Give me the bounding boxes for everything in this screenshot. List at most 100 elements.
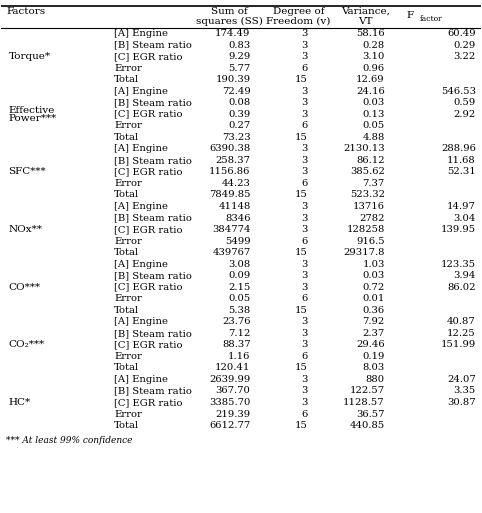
Text: 1156.86: 1156.86 xyxy=(209,167,251,176)
Text: 0.72: 0.72 xyxy=(362,283,385,292)
Text: 3: 3 xyxy=(302,52,308,61)
Text: Total: Total xyxy=(114,363,139,372)
Text: 6612.77: 6612.77 xyxy=(209,421,251,430)
Text: 3385.70: 3385.70 xyxy=(209,398,251,407)
Text: 52.31: 52.31 xyxy=(447,167,476,176)
Text: 6: 6 xyxy=(302,352,308,361)
Text: 916.5: 916.5 xyxy=(356,236,385,246)
Text: 0.96: 0.96 xyxy=(362,64,385,73)
Text: 8.03: 8.03 xyxy=(362,363,385,372)
Text: 15: 15 xyxy=(295,363,308,372)
Text: 3: 3 xyxy=(302,271,308,280)
Text: 3.22: 3.22 xyxy=(454,52,476,61)
Text: 3: 3 xyxy=(302,167,308,176)
Text: 12.25: 12.25 xyxy=(447,329,476,338)
Text: 139.95: 139.95 xyxy=(441,225,476,234)
Text: 190.39: 190.39 xyxy=(215,75,251,84)
Text: 3: 3 xyxy=(302,87,308,96)
Text: 0.03: 0.03 xyxy=(362,98,385,107)
Text: [B] Steam ratio: [B] Steam ratio xyxy=(114,98,192,107)
Text: Effective: Effective xyxy=(9,106,55,115)
Text: 23.76: 23.76 xyxy=(222,318,251,326)
Text: [B] Steam ratio: [B] Steam ratio xyxy=(114,41,192,50)
Text: NOx**: NOx** xyxy=(9,225,42,234)
Text: Total: Total xyxy=(114,190,139,200)
Text: 0.29: 0.29 xyxy=(454,41,476,50)
Text: [A] Engine: [A] Engine xyxy=(114,144,168,153)
Text: 15: 15 xyxy=(295,421,308,430)
Text: 384774: 384774 xyxy=(212,225,251,234)
Text: 0.01: 0.01 xyxy=(362,294,385,303)
Text: 58.16: 58.16 xyxy=(356,29,385,38)
Text: 2.92: 2.92 xyxy=(454,110,476,119)
Text: 88.37: 88.37 xyxy=(222,340,251,349)
Text: 4.88: 4.88 xyxy=(362,133,385,142)
Text: 30.87: 30.87 xyxy=(447,398,476,407)
Text: 1128.57: 1128.57 xyxy=(343,398,385,407)
Text: 440.85: 440.85 xyxy=(349,421,385,430)
Text: 3: 3 xyxy=(302,29,308,38)
Text: 15: 15 xyxy=(295,75,308,84)
Text: [A] Engine: [A] Engine xyxy=(114,29,168,38)
Text: 6: 6 xyxy=(302,236,308,246)
Text: VT: VT xyxy=(358,16,373,26)
Text: 7.12: 7.12 xyxy=(228,329,251,338)
Text: 29.46: 29.46 xyxy=(356,340,385,349)
Text: 0.08: 0.08 xyxy=(228,98,251,107)
Text: 8346: 8346 xyxy=(225,213,251,223)
Text: 3: 3 xyxy=(302,98,308,107)
Text: 3: 3 xyxy=(302,375,308,384)
Text: 41148: 41148 xyxy=(218,202,251,211)
Text: 5499: 5499 xyxy=(225,236,251,246)
Text: 439767: 439767 xyxy=(213,248,251,257)
Text: HC*: HC* xyxy=(9,398,31,407)
Text: 7.92: 7.92 xyxy=(362,318,385,326)
Text: [A] Engine: [A] Engine xyxy=(114,202,168,211)
Text: 122.57: 122.57 xyxy=(349,386,385,396)
Text: [A] Engine: [A] Engine xyxy=(114,318,168,326)
Text: Error: Error xyxy=(114,294,142,303)
Text: Error: Error xyxy=(114,121,142,130)
Text: 0.27: 0.27 xyxy=(228,121,251,130)
Text: 6: 6 xyxy=(302,64,308,73)
Text: 523.32: 523.32 xyxy=(350,190,385,200)
Text: 2639.99: 2639.99 xyxy=(209,375,251,384)
Text: [C] EGR ratio: [C] EGR ratio xyxy=(114,398,183,407)
Text: 3.35: 3.35 xyxy=(454,386,476,396)
Text: 24.16: 24.16 xyxy=(356,87,385,96)
Text: 6: 6 xyxy=(302,121,308,130)
Text: 880: 880 xyxy=(366,375,385,384)
Text: Variance,: Variance, xyxy=(341,7,390,16)
Text: Error: Error xyxy=(114,64,142,73)
Text: 36.57: 36.57 xyxy=(356,409,385,419)
Text: 12.69: 12.69 xyxy=(356,75,385,84)
Text: 2782: 2782 xyxy=(359,213,385,223)
Text: Total: Total xyxy=(114,306,139,315)
Text: [C] EGR ratio: [C] EGR ratio xyxy=(114,110,183,119)
Text: Total: Total xyxy=(114,75,139,84)
Text: 3.04: 3.04 xyxy=(454,213,476,223)
Text: factor: factor xyxy=(420,15,442,23)
Text: 3: 3 xyxy=(302,156,308,165)
Text: [B] Steam ratio: [B] Steam ratio xyxy=(114,156,192,165)
Text: 60.49: 60.49 xyxy=(447,29,476,38)
Text: 3: 3 xyxy=(302,398,308,407)
Text: [B] Steam ratio: [B] Steam ratio xyxy=(114,213,192,223)
Text: 5.38: 5.38 xyxy=(228,306,251,315)
Text: 3: 3 xyxy=(302,110,308,119)
Text: 3: 3 xyxy=(302,260,308,269)
Text: Error: Error xyxy=(114,352,142,361)
Text: 7.37: 7.37 xyxy=(362,179,385,188)
Text: 3: 3 xyxy=(302,225,308,234)
Text: 3: 3 xyxy=(302,283,308,292)
Text: Error: Error xyxy=(114,236,142,246)
Text: 288.96: 288.96 xyxy=(441,144,476,153)
Text: 6390.38: 6390.38 xyxy=(209,144,251,153)
Text: 0.19: 0.19 xyxy=(362,352,385,361)
Text: 3: 3 xyxy=(302,41,308,50)
Text: Sum of: Sum of xyxy=(211,7,247,16)
Text: [A] Engine: [A] Engine xyxy=(114,375,168,384)
Text: 73.23: 73.23 xyxy=(222,133,251,142)
Text: 6: 6 xyxy=(302,179,308,188)
Text: 86.02: 86.02 xyxy=(447,283,476,292)
